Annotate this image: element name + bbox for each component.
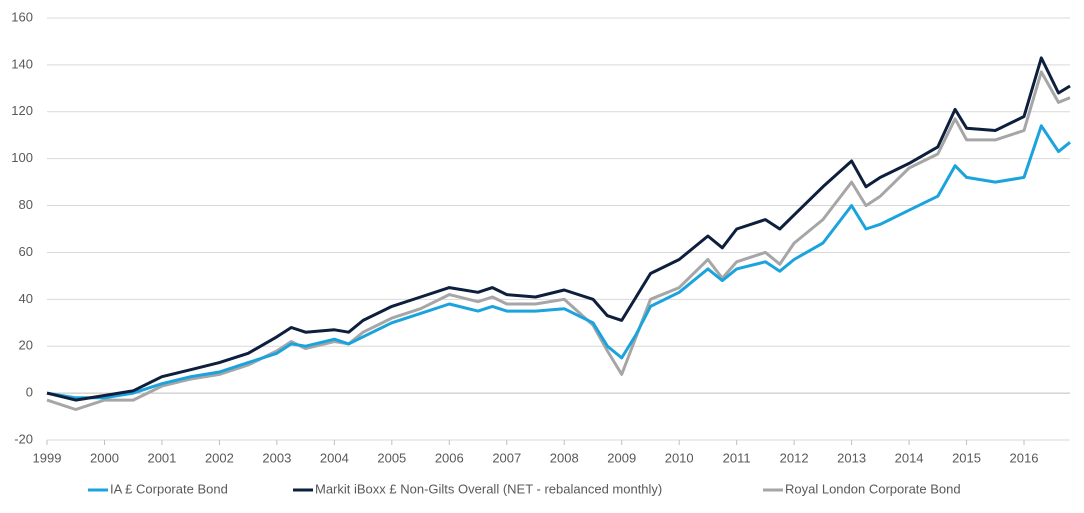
- legend-label: Markit iBoxx £ Non-Gilts Overall (NET - …: [315, 481, 662, 496]
- x-tick-label: 2000: [90, 450, 119, 465]
- legend-label: IA £ Corporate Bond: [110, 481, 228, 496]
- x-tick-label: 2008: [550, 450, 579, 465]
- y-tick-label: 140: [11, 56, 33, 71]
- y-tick-label: 60: [19, 244, 33, 259]
- x-tick-label: 2002: [205, 450, 234, 465]
- x-tick-label: 2010: [665, 450, 694, 465]
- series-line: [46, 124, 1071, 400]
- y-tick-label: 80: [19, 197, 33, 212]
- x-tick-label: 2007: [492, 450, 521, 465]
- x-tick-label: 2012: [780, 450, 809, 465]
- x-tick-label: 2013: [837, 450, 866, 465]
- x-tick-label: 2016: [1010, 450, 1039, 465]
- x-tick-label: 2009: [607, 450, 636, 465]
- x-tick-label: 2001: [147, 450, 176, 465]
- series-line: [46, 70, 1071, 411]
- x-tick-label: 1999: [33, 450, 62, 465]
- y-tick-label: -20: [14, 431, 33, 446]
- x-tick-label: 2011: [723, 450, 751, 465]
- y-tick-label: 0: [26, 385, 33, 400]
- x-tick-label: 2005: [377, 450, 406, 465]
- series-line: [46, 56, 1071, 402]
- y-tick-label: 160: [11, 9, 33, 24]
- y-tick-label: 100: [11, 150, 33, 165]
- x-tick-label: 2015: [952, 450, 981, 465]
- x-tick-label: 2014: [895, 450, 924, 465]
- x-tick-label: 2003: [262, 450, 291, 465]
- y-tick-label: 120: [11, 103, 33, 118]
- x-tick-label: 2004: [320, 450, 349, 465]
- y-tick-label: 40: [19, 291, 33, 306]
- x-tick-label: 2006: [435, 450, 464, 465]
- legend-label: Royal London Corporate Bond: [785, 481, 961, 496]
- y-tick-label: 20: [19, 338, 33, 353]
